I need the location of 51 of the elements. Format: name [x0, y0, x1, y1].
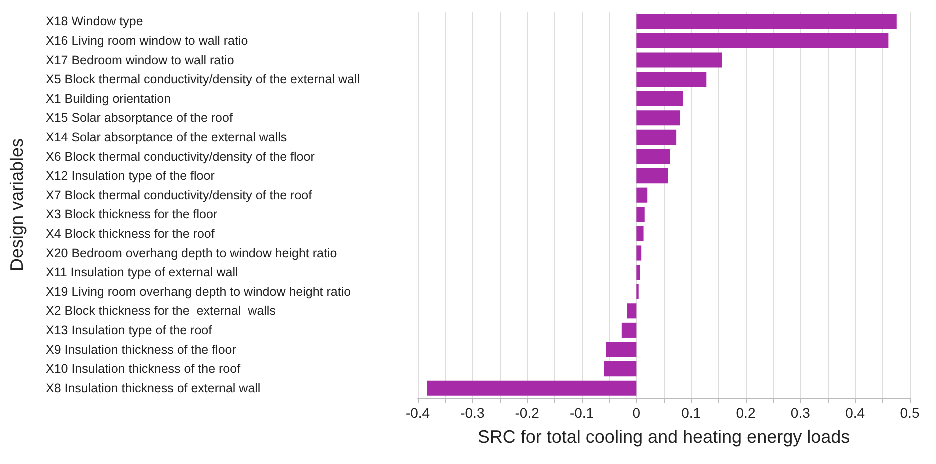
x-tick-label: 0.2 — [736, 405, 756, 421]
y-tick-label: X3 Block thickness for the floor — [46, 208, 218, 222]
bar — [636, 14, 897, 30]
y-tick-label: X2 Block thickness for the external walls — [46, 304, 276, 318]
bar — [636, 52, 722, 68]
bar — [606, 342, 637, 358]
y-tick-label: X6 Block thermal conductivity/density of the floor — [46, 150, 315, 164]
x-tick-label: -0.3 — [460, 405, 485, 421]
y-axis-title: Design variables — [7, 138, 27, 272]
y-tick-label: X12 Insulation type of the floor — [46, 169, 215, 184]
x-tick-label: 0.5 — [900, 405, 920, 421]
bar — [636, 130, 677, 145]
x-axis-title: SRC for total cooling and heating energy loads — [478, 427, 850, 447]
y-tick-label: X7 Block thermal conductivity/density of the roof — [46, 188, 313, 202]
bar — [636, 226, 644, 242]
bar — [627, 304, 637, 319]
bar — [636, 168, 668, 184]
y-tick-label: X8 Insulation thickness of external wall — [46, 381, 261, 396]
y-tick-label: X16 Living room window to wall ratio — [46, 34, 248, 48]
y-tick-label: X5 Block thermal conductivity/density of the external wall — [46, 72, 360, 87]
bar — [636, 72, 707, 88]
y-tick-label: X1 Building orientation — [46, 92, 172, 106]
bar — [427, 380, 637, 396]
x-tick-label: -0.1 — [570, 405, 594, 421]
bar — [636, 188, 648, 203]
y-tick-label: X13 Insulation type of the roof — [46, 323, 213, 338]
x-tick-label: 0.4 — [846, 405, 866, 421]
bar — [636, 246, 642, 261]
y-tick-label: X10 Insulation thickness of the roof — [46, 362, 242, 376]
x-tick-label: -0.4 — [406, 405, 430, 421]
y-tick-label: X14 Solar absorptance of the external walls — [46, 130, 288, 144]
y-tick-label: X4 Block thickness for the roof — [46, 226, 216, 241]
x-tick-label: 0.1 — [682, 405, 702, 421]
bar — [636, 149, 670, 164]
y-tick-label: X20 Bedroom overhang depth to window height ratio — [46, 246, 338, 260]
bar — [636, 110, 680, 126]
y-tick-label: X15 Solar absorptance of the roof — [46, 111, 234, 126]
y-tick-label: X11 Insulation type of external wall — [46, 266, 238, 280]
x-tick-label: 0.3 — [790, 405, 811, 421]
x-tick-label: 0 — [632, 405, 641, 421]
x-tick-label: -0.2 — [515, 405, 540, 421]
bar — [636, 265, 640, 280]
bar — [622, 322, 637, 338]
bar — [604, 362, 637, 377]
y-tick-label: X17 Bedroom window to wall ratio — [46, 53, 234, 68]
y-tick-label: X19 Living room overhang depth to window height ratio — [46, 284, 352, 299]
bar — [636, 207, 645, 222]
y-tick-label: X18 Window type — [46, 14, 144, 29]
bar — [636, 33, 889, 48]
bar — [636, 91, 684, 106]
y-tick-label: X9 Insulation thickness of the floor — [46, 342, 236, 357]
